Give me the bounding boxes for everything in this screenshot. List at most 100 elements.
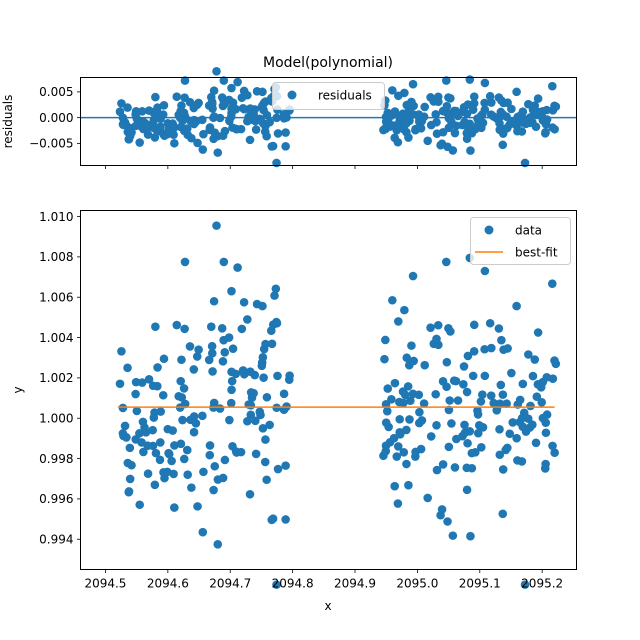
data-legend: data best-fit: [470, 217, 571, 265]
data-point: [189, 427, 199, 437]
residual-point: [207, 97, 217, 107]
data-point: [272, 580, 281, 589]
data-point: [414, 418, 424, 428]
data-point: [468, 371, 478, 381]
residual-point: [402, 100, 412, 110]
data-point: [393, 442, 403, 451]
data-point: [258, 424, 268, 433]
data-point: [550, 448, 559, 458]
data-point: [463, 351, 473, 361]
residual-point: [462, 109, 472, 119]
residual-point: [480, 98, 489, 108]
residual-point: [390, 107, 400, 116]
data-point: [507, 368, 516, 378]
data-point: [139, 447, 148, 457]
data-point: [132, 406, 142, 416]
data-point: [176, 376, 185, 386]
data-panel: 0.994 0.996 0.998 1.000 1.002 1.004 1.006 1.008…: [11, 210, 577, 613]
data-point: [395, 430, 405, 439]
x-tick-label: 2095.0: [396, 577, 438, 591]
y-tick-label: 1.004: [39, 331, 73, 345]
data-point: [498, 465, 508, 474]
data-point: [233, 263, 242, 272]
data-point: [494, 324, 504, 333]
data-point: [180, 399, 190, 409]
data-point: [159, 354, 169, 364]
data-point: [394, 317, 403, 326]
residual-point: [495, 125, 505, 135]
residual-point: [465, 75, 475, 84]
data-point: [432, 334, 441, 344]
data-point: [281, 461, 290, 470]
data-point: [217, 323, 227, 333]
data-point: [469, 320, 479, 330]
data-point: [273, 464, 283, 474]
residual-point: [144, 106, 154, 115]
data-point: [548, 441, 557, 451]
residual-point: [469, 92, 479, 101]
residual-point: [463, 100, 473, 109]
data-point: [540, 464, 550, 473]
data-point: [228, 344, 238, 353]
data-axes-frame: [80, 210, 577, 570]
data-point: [381, 418, 391, 427]
y-tick-label: 0.998: [39, 452, 73, 466]
data-point: [547, 279, 557, 289]
data-point: [487, 343, 496, 353]
data-y-ticks: 0.994 0.996 0.998 1.000 1.002 1.004 1.006 1.008…: [39, 210, 81, 547]
data-point: [243, 315, 252, 324]
data-point: [495, 450, 505, 460]
data-point: [436, 510, 445, 520]
chart-title: Model(polynomial): [263, 55, 393, 71]
data-point: [426, 323, 435, 332]
residual-point: [131, 121, 141, 131]
x-tick-label: 2094.8: [272, 577, 314, 591]
data-point: [281, 515, 290, 524]
data-point: [498, 509, 508, 519]
data-point: [526, 401, 535, 411]
residual-point: [124, 134, 134, 144]
data-point: [492, 403, 502, 413]
data-point: [156, 407, 165, 416]
data-point: [207, 348, 217, 358]
residual-point: [525, 118, 535, 128]
data-point: [486, 391, 496, 400]
data-point: [124, 487, 134, 496]
data-point: [119, 431, 128, 441]
data-point: [153, 363, 162, 372]
residual-point: [151, 92, 160, 102]
data-point: [163, 467, 172, 477]
residual-point: [198, 115, 207, 125]
data-point: [125, 443, 135, 453]
residual-point: [123, 103, 132, 112]
data-point: [530, 355, 540, 364]
data-point: [243, 416, 252, 426]
residual-point: [551, 102, 561, 111]
residual-point: [381, 117, 391, 126]
data-point: [542, 410, 552, 419]
x-tick-label: 2094.6: [147, 577, 189, 591]
data-point: [167, 456, 176, 466]
data-point: [463, 438, 472, 448]
residual-point: [466, 146, 475, 155]
data-point: [285, 371, 294, 380]
residual-point: [199, 129, 208, 139]
data-point: [158, 390, 168, 400]
y-tick-label: 1.008: [39, 250, 73, 264]
residual-point: [404, 133, 413, 142]
residual-point: [408, 79, 418, 89]
data-point: [194, 345, 203, 354]
data-point: [205, 441, 215, 450]
data-point: [273, 371, 282, 381]
data-point: [198, 527, 208, 537]
data-point: [408, 389, 418, 399]
data-point: [445, 396, 455, 405]
data-point: [220, 347, 230, 357]
data-point: [178, 415, 187, 425]
data-point: [451, 376, 461, 386]
y-axis-label: y: [11, 386, 25, 393]
data-point: [381, 441, 391, 450]
data-point: [270, 291, 279, 300]
data-point: [143, 469, 153, 479]
data-point: [118, 403, 128, 413]
